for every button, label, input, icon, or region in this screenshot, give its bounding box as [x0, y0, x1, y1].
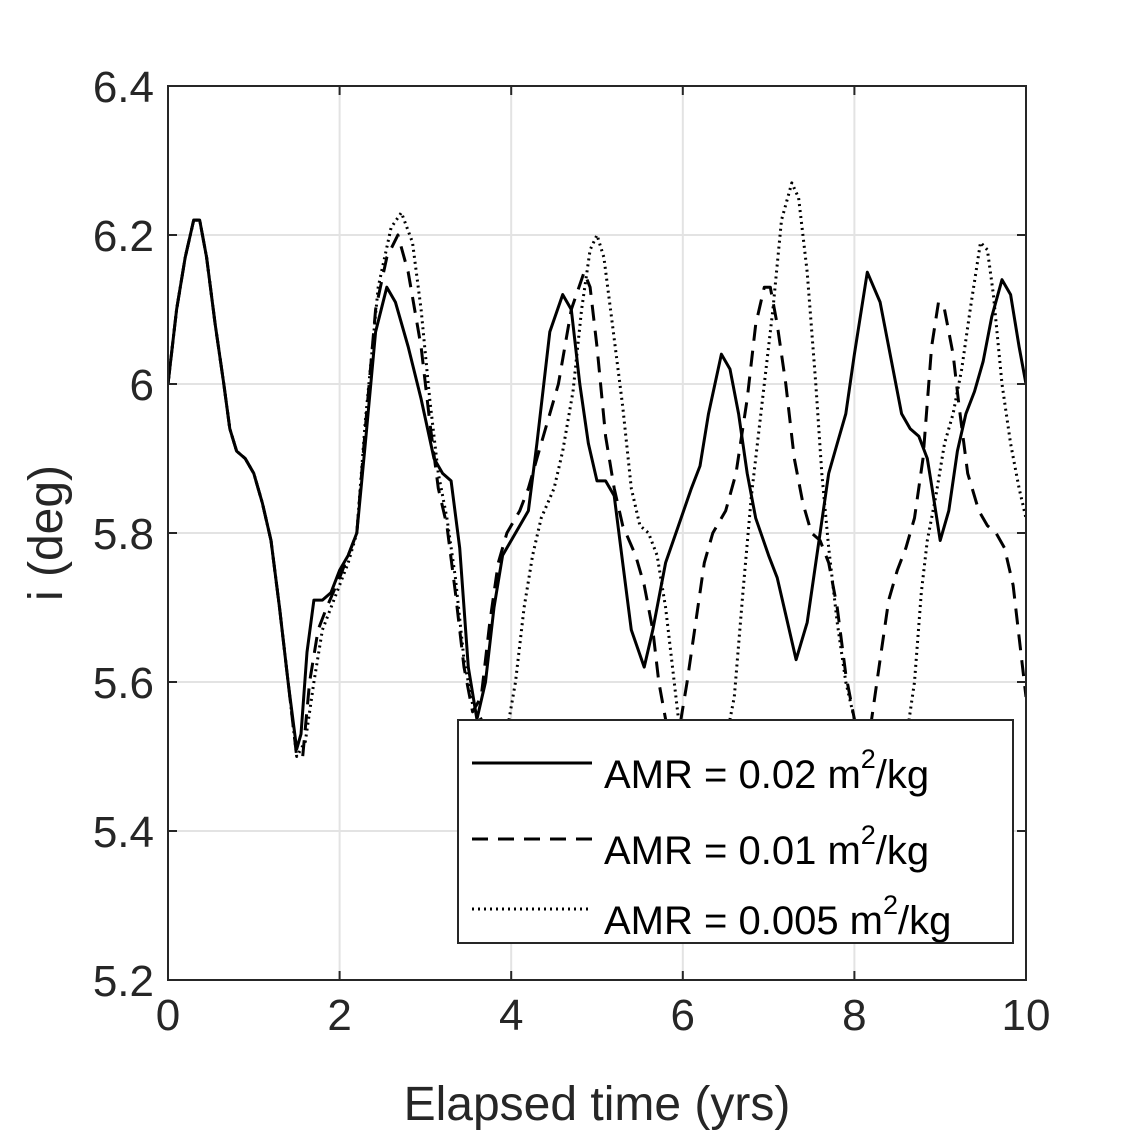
x-tick-label: 0 — [156, 991, 180, 1040]
legend-box — [457, 719, 1014, 944]
x-tick-label: 6 — [671, 991, 695, 1040]
legend-entry-text: AMR = 0.02 m — [604, 753, 861, 797]
series-line-dashed — [168, 218, 1026, 758]
y-tick-label: 6 — [130, 361, 154, 410]
y-tick-label: 5.2 — [93, 957, 154, 1006]
x-tick-label: 10 — [1002, 991, 1051, 1040]
legend-entry: AMR = 0.005 m2/kg — [604, 890, 951, 943]
y-tick-label: 5.4 — [93, 808, 154, 857]
legend-entry: AMR = 0.02 m2/kg — [604, 744, 929, 797]
axes-box-outline — [167, 85, 1027, 981]
y-tick-label: 6.4 — [93, 63, 154, 112]
legend-entry-unit: /kg — [898, 899, 951, 943]
legend-entry: AMR = 0.01 m2/kg — [604, 820, 929, 873]
y-tick-label: 6.2 — [93, 212, 154, 261]
legend-entry-superscript: 2 — [861, 820, 876, 850]
series-line-dotted — [168, 181, 1026, 758]
y-tick-label: 5.6 — [93, 659, 154, 708]
axes-frame — [167, 85, 1027, 981]
legend-entry-text: AMR = 0.01 m — [604, 829, 861, 873]
legend-entry-superscript: 2 — [861, 744, 876, 774]
series-lines — [168, 181, 1026, 758]
x-tick-label: 2 — [327, 991, 351, 1040]
y-tick-label: 5.8 — [93, 510, 154, 559]
legend-entry-text: AMR = 0.005 m — [604, 899, 883, 943]
x-axis-label: Elapsed time (yrs) — [404, 1078, 791, 1131]
x-tick-label: 4 — [499, 991, 523, 1040]
y-axis-label: i (deg) — [20, 465, 73, 601]
legend-entry-superscript: 2 — [883, 890, 898, 920]
legend-entry-unit: /kg — [876, 753, 929, 797]
legend-entry-unit: /kg — [876, 829, 929, 873]
tick-labels: 0 2 4 6 8 10 5.2 5.4 5.6 5.8 6 6.2 6.4 — [93, 63, 1051, 1040]
x-tick-label: 8 — [842, 991, 866, 1040]
